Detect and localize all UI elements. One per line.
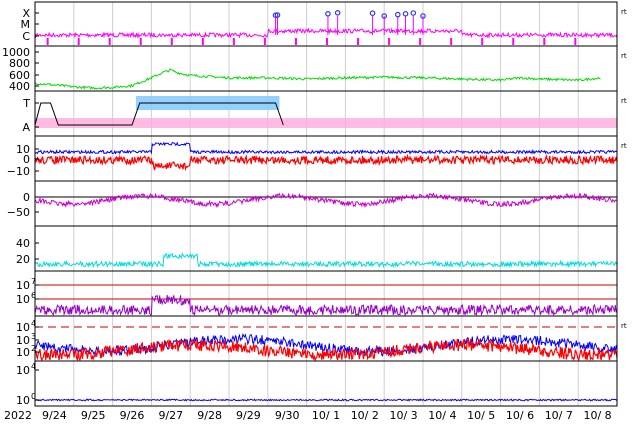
tick-label-magnetometer-h: 0	[23, 191, 30, 204]
right-marker-xray-class: rt	[621, 8, 627, 16]
x-tick-label: 9/24	[42, 409, 67, 422]
right-marker-imf-bz: rt	[621, 142, 627, 150]
xray-class-bar	[481, 38, 484, 45]
x-tick-label: 9/26	[120, 409, 145, 422]
tick-label-kp-index: 20	[16, 253, 30, 266]
tick-label-proton-flux: 10	[16, 334, 30, 347]
flare-marker	[274, 12, 281, 18]
panel-frame-solar-wind-speed	[34, 45, 618, 92]
magnetometer-line	[34, 192, 618, 208]
x-tick-label: 10/ 3	[389, 409, 417, 422]
right-marker-proton-flux: rt	[621, 322, 627, 330]
flare-marker	[325, 11, 331, 17]
tick-label-solar-wind-speed: 600	[9, 69, 30, 82]
x-tick-label: 9/28	[197, 409, 222, 422]
xray-class-bar	[232, 38, 235, 45]
tick-label-imf-bz: 10	[16, 143, 30, 156]
right-marker-imf-sector: rt	[621, 97, 627, 105]
series	[34, 10, 618, 402]
xray-class-bar	[512, 38, 515, 45]
x-tick-label: 10/ 4	[428, 409, 456, 422]
tick-label-proton-flux: 10	[16, 321, 30, 334]
year-label: 2022	[4, 409, 32, 422]
x-tick-label: 10/ 8	[583, 409, 611, 422]
tick-label-solar-wind-speed: 1000	[2, 46, 30, 59]
tick-exponent-proton-flux: 2	[31, 344, 36, 353]
electron-flux-line	[34, 294, 618, 317]
tick-exponent-electron-flux: 7	[31, 277, 36, 286]
tick-label-proton-flux: 10	[16, 346, 30, 359]
xray-class-bar	[388, 38, 391, 45]
solar-wind-speed-line	[34, 68, 601, 91]
tick-label-high-energy-flux: 10	[16, 394, 30, 407]
tick-label-high-energy-flux: 10	[16, 364, 30, 377]
tick-label-xray-class: C	[22, 30, 30, 43]
xray-class-bar	[294, 38, 297, 45]
tick-label-electron-flux: 10	[16, 293, 30, 306]
x-tick-label: 10/ 7	[545, 409, 573, 422]
x-tick-label: 10/ 2	[351, 409, 379, 422]
tick-label-imf-bz: −10	[7, 165, 30, 178]
imf-away-band	[35, 118, 617, 128]
x-tick-label: 9/29	[236, 409, 261, 422]
kp-line	[34, 252, 618, 269]
xray-class-bar	[46, 38, 49, 45]
flare-marker	[381, 13, 388, 19]
x-tick-label: 10/ 5	[467, 409, 495, 422]
tick-label-electron-flux: 10	[16, 279, 30, 292]
tick-label-xray-class: X	[22, 7, 30, 20]
xray-class-bar	[263, 38, 266, 45]
labels: 2022 XMCrt1000800600400rtTArt100−10rt0−5…	[2, 7, 627, 422]
xray-class-bar	[139, 38, 142, 45]
x-tick-label: 10/ 1	[312, 409, 340, 422]
xray-class-bar	[450, 38, 453, 45]
xray-class-bar	[326, 38, 328, 45]
panel-frame-imf-sector	[34, 90, 618, 137]
tick-exponent-proton-flux: 4	[31, 319, 36, 328]
tick-exponent-electron-flux: 6	[31, 291, 36, 300]
right-marker-solar-wind-speed: rt	[621, 52, 627, 60]
x-tick-label: 10/ 6	[506, 409, 534, 422]
tick-label-magnetometer-h: −50	[7, 206, 30, 219]
flare-marker	[410, 10, 417, 16]
xray-class-bar	[419, 38, 422, 45]
frames	[34, 1, 618, 407]
tick-label-imf-bz: 0	[23, 153, 30, 166]
imf-sector-trace	[34, 102, 284, 126]
flare-marker	[402, 11, 409, 17]
panel-frame-high-energy-flux	[34, 360, 618, 407]
tick-exponent-high-energy-flux: 4	[31, 362, 36, 371]
imf-bt-line	[34, 141, 618, 155]
tick-label-kp-index: 40	[16, 237, 30, 250]
proton-flux-low	[35, 338, 618, 362]
imf-bz-line	[34, 153, 618, 172]
flare-marker	[394, 11, 401, 18]
panel-frame-magnetometer-h	[34, 180, 618, 227]
x-tick-label: 9/30	[275, 409, 300, 422]
xray-class-bar	[574, 38, 577, 45]
tick-exponent-high-energy-flux: 0	[31, 392, 36, 401]
x-tick-label: 9/27	[158, 409, 183, 422]
tick-exponent-proton-flux: 3	[31, 332, 36, 341]
xray-flux-line	[34, 27, 618, 39]
xray-class-bar	[108, 38, 111, 45]
tick-label-imf-sector: T	[22, 97, 30, 110]
flare-marker	[334, 10, 341, 16]
x-tick-label: 9/25	[81, 409, 106, 422]
high-energy-flux-line	[34, 398, 618, 402]
xray-class-bar	[543, 38, 546, 45]
grid	[73, 2, 579, 406]
xray-class-bar	[201, 38, 204, 45]
xray-class-bar	[357, 38, 360, 45]
xray-class-bar	[170, 38, 173, 45]
flare-marker	[420, 13, 426, 19]
tick-label-imf-sector: A	[22, 121, 30, 134]
flare-marker	[369, 10, 376, 17]
tick-label-solar-wind-speed: 400	[9, 80, 30, 93]
xray-class-bar	[77, 38, 80, 45]
tick-label-solar-wind-speed: 800	[9, 57, 30, 70]
tick-label-xray-class: M	[21, 18, 31, 31]
